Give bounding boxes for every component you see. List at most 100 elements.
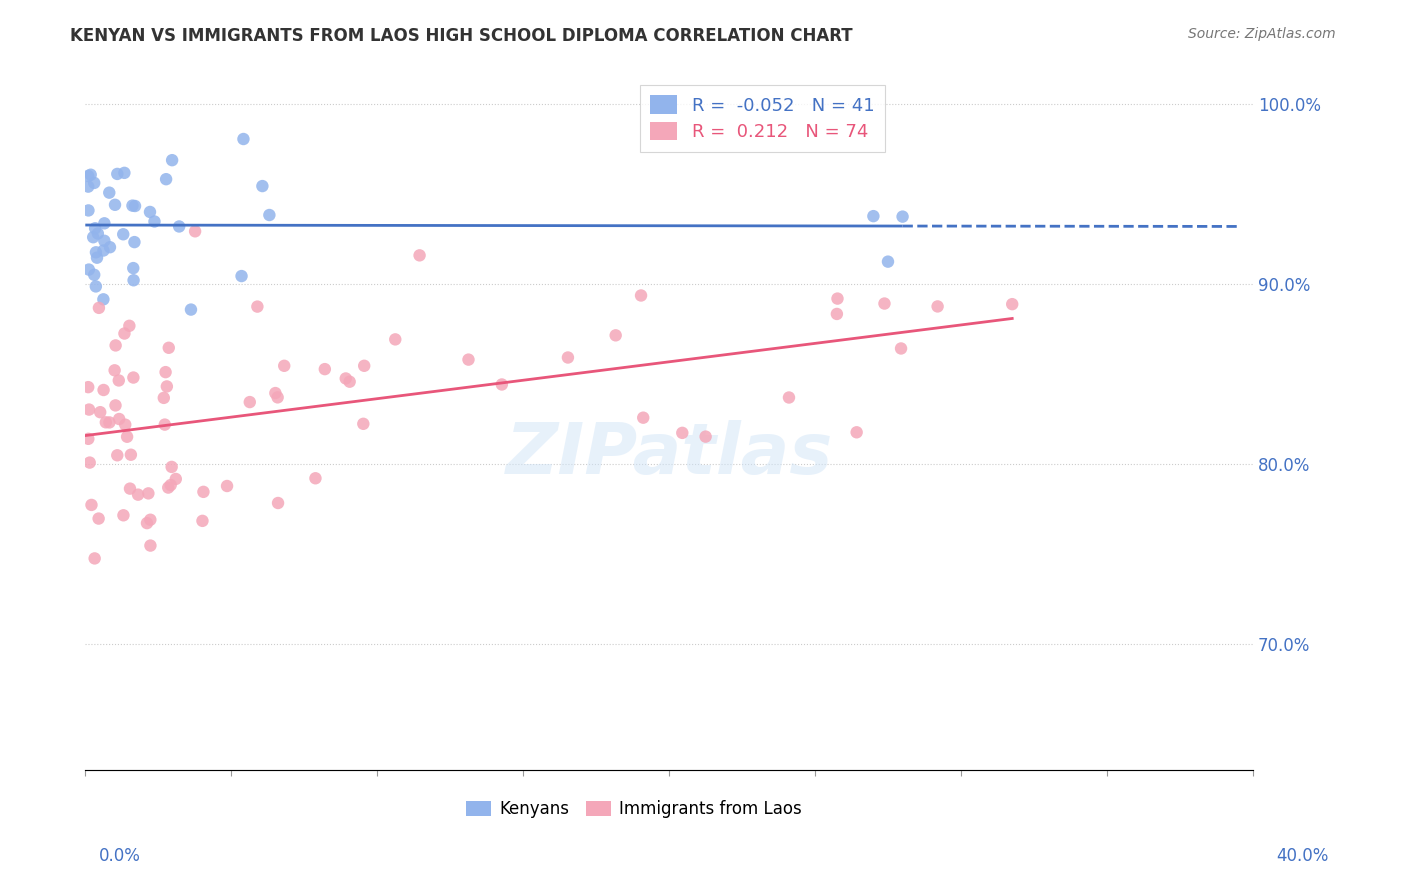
Point [143,214,166,228]
Point [84,221,107,235]
Point [339,375,361,389]
Point [160,153,183,168]
Point [139,205,162,219]
Point [93,244,115,258]
Point [193,484,215,499]
Point [873,296,896,310]
Point [157,481,180,495]
Point [86,251,108,265]
Point [77,169,100,183]
Point [114,417,136,432]
Point [77,179,100,194]
Point [155,172,177,186]
Point [93,383,115,397]
Point [845,425,868,440]
Point [191,514,214,528]
Point [408,248,430,262]
Point [112,508,135,523]
Point [80,168,103,182]
Point [778,391,800,405]
Point [457,352,479,367]
Point [273,359,295,373]
Point [118,482,141,496]
Point [105,167,128,181]
Text: 0.0%: 0.0% [98,847,141,865]
Point [77,402,100,417]
Point [239,395,262,409]
Point [98,186,121,200]
Point [891,210,914,224]
Point [104,398,127,412]
Point [112,227,135,242]
Point [124,235,146,249]
Point [165,472,187,486]
Point [890,342,912,356]
Point [264,386,287,401]
Point [138,486,160,500]
Point [139,539,162,553]
Point [118,318,141,333]
Point [215,479,238,493]
Point [104,338,127,352]
Point [98,416,121,430]
Point [695,429,717,443]
Point [94,415,117,429]
Text: Source: ZipAtlas.com: Source: ZipAtlas.com [1188,27,1336,41]
Point [115,430,138,444]
Point [93,234,115,248]
Point [121,199,143,213]
Point [89,405,111,419]
Point [83,551,105,566]
Point [155,365,177,379]
Point [152,391,174,405]
Point [167,219,190,234]
Point [84,245,107,260]
Point [159,478,181,492]
Point [84,279,107,293]
Point [87,301,110,315]
Point [671,425,693,440]
Point [630,288,652,302]
Point [87,511,110,525]
Text: KENYAN VS IMMIGRANTS FROM LAOS HIGH SCHOOL DIPLOMA CORRELATION CHART: KENYAN VS IMMIGRANTS FROM LAOS HIGH SCHO… [70,27,853,45]
Point [927,300,949,314]
Point [267,496,290,510]
Point [77,380,100,394]
Point [246,300,269,314]
Point [82,230,104,244]
Point [825,307,848,321]
Point [93,216,115,230]
Point [557,351,579,365]
Point [1001,297,1024,311]
Point [124,199,146,213]
Point [122,370,145,384]
Point [156,379,179,393]
Point [120,448,142,462]
Point [827,292,849,306]
Point [139,513,162,527]
Legend: Kenyans, Immigrants from Laos: Kenyans, Immigrants from Laos [460,794,808,825]
Point [157,341,180,355]
Point [104,198,127,212]
Point [98,240,121,254]
Point [252,179,274,194]
Point [862,209,884,223]
Point [180,302,202,317]
Point [232,132,254,146]
Point [127,488,149,502]
Point [77,262,100,277]
Point [352,417,374,431]
Point [231,268,253,283]
Point [266,390,288,404]
Point [631,410,654,425]
Point [77,432,100,446]
Point [304,471,326,485]
Point [108,412,131,426]
Point [83,176,105,190]
Point [122,261,145,276]
Point [153,417,176,432]
Point [87,227,110,241]
Point [491,377,513,392]
Point [93,293,115,307]
Point [605,328,627,343]
